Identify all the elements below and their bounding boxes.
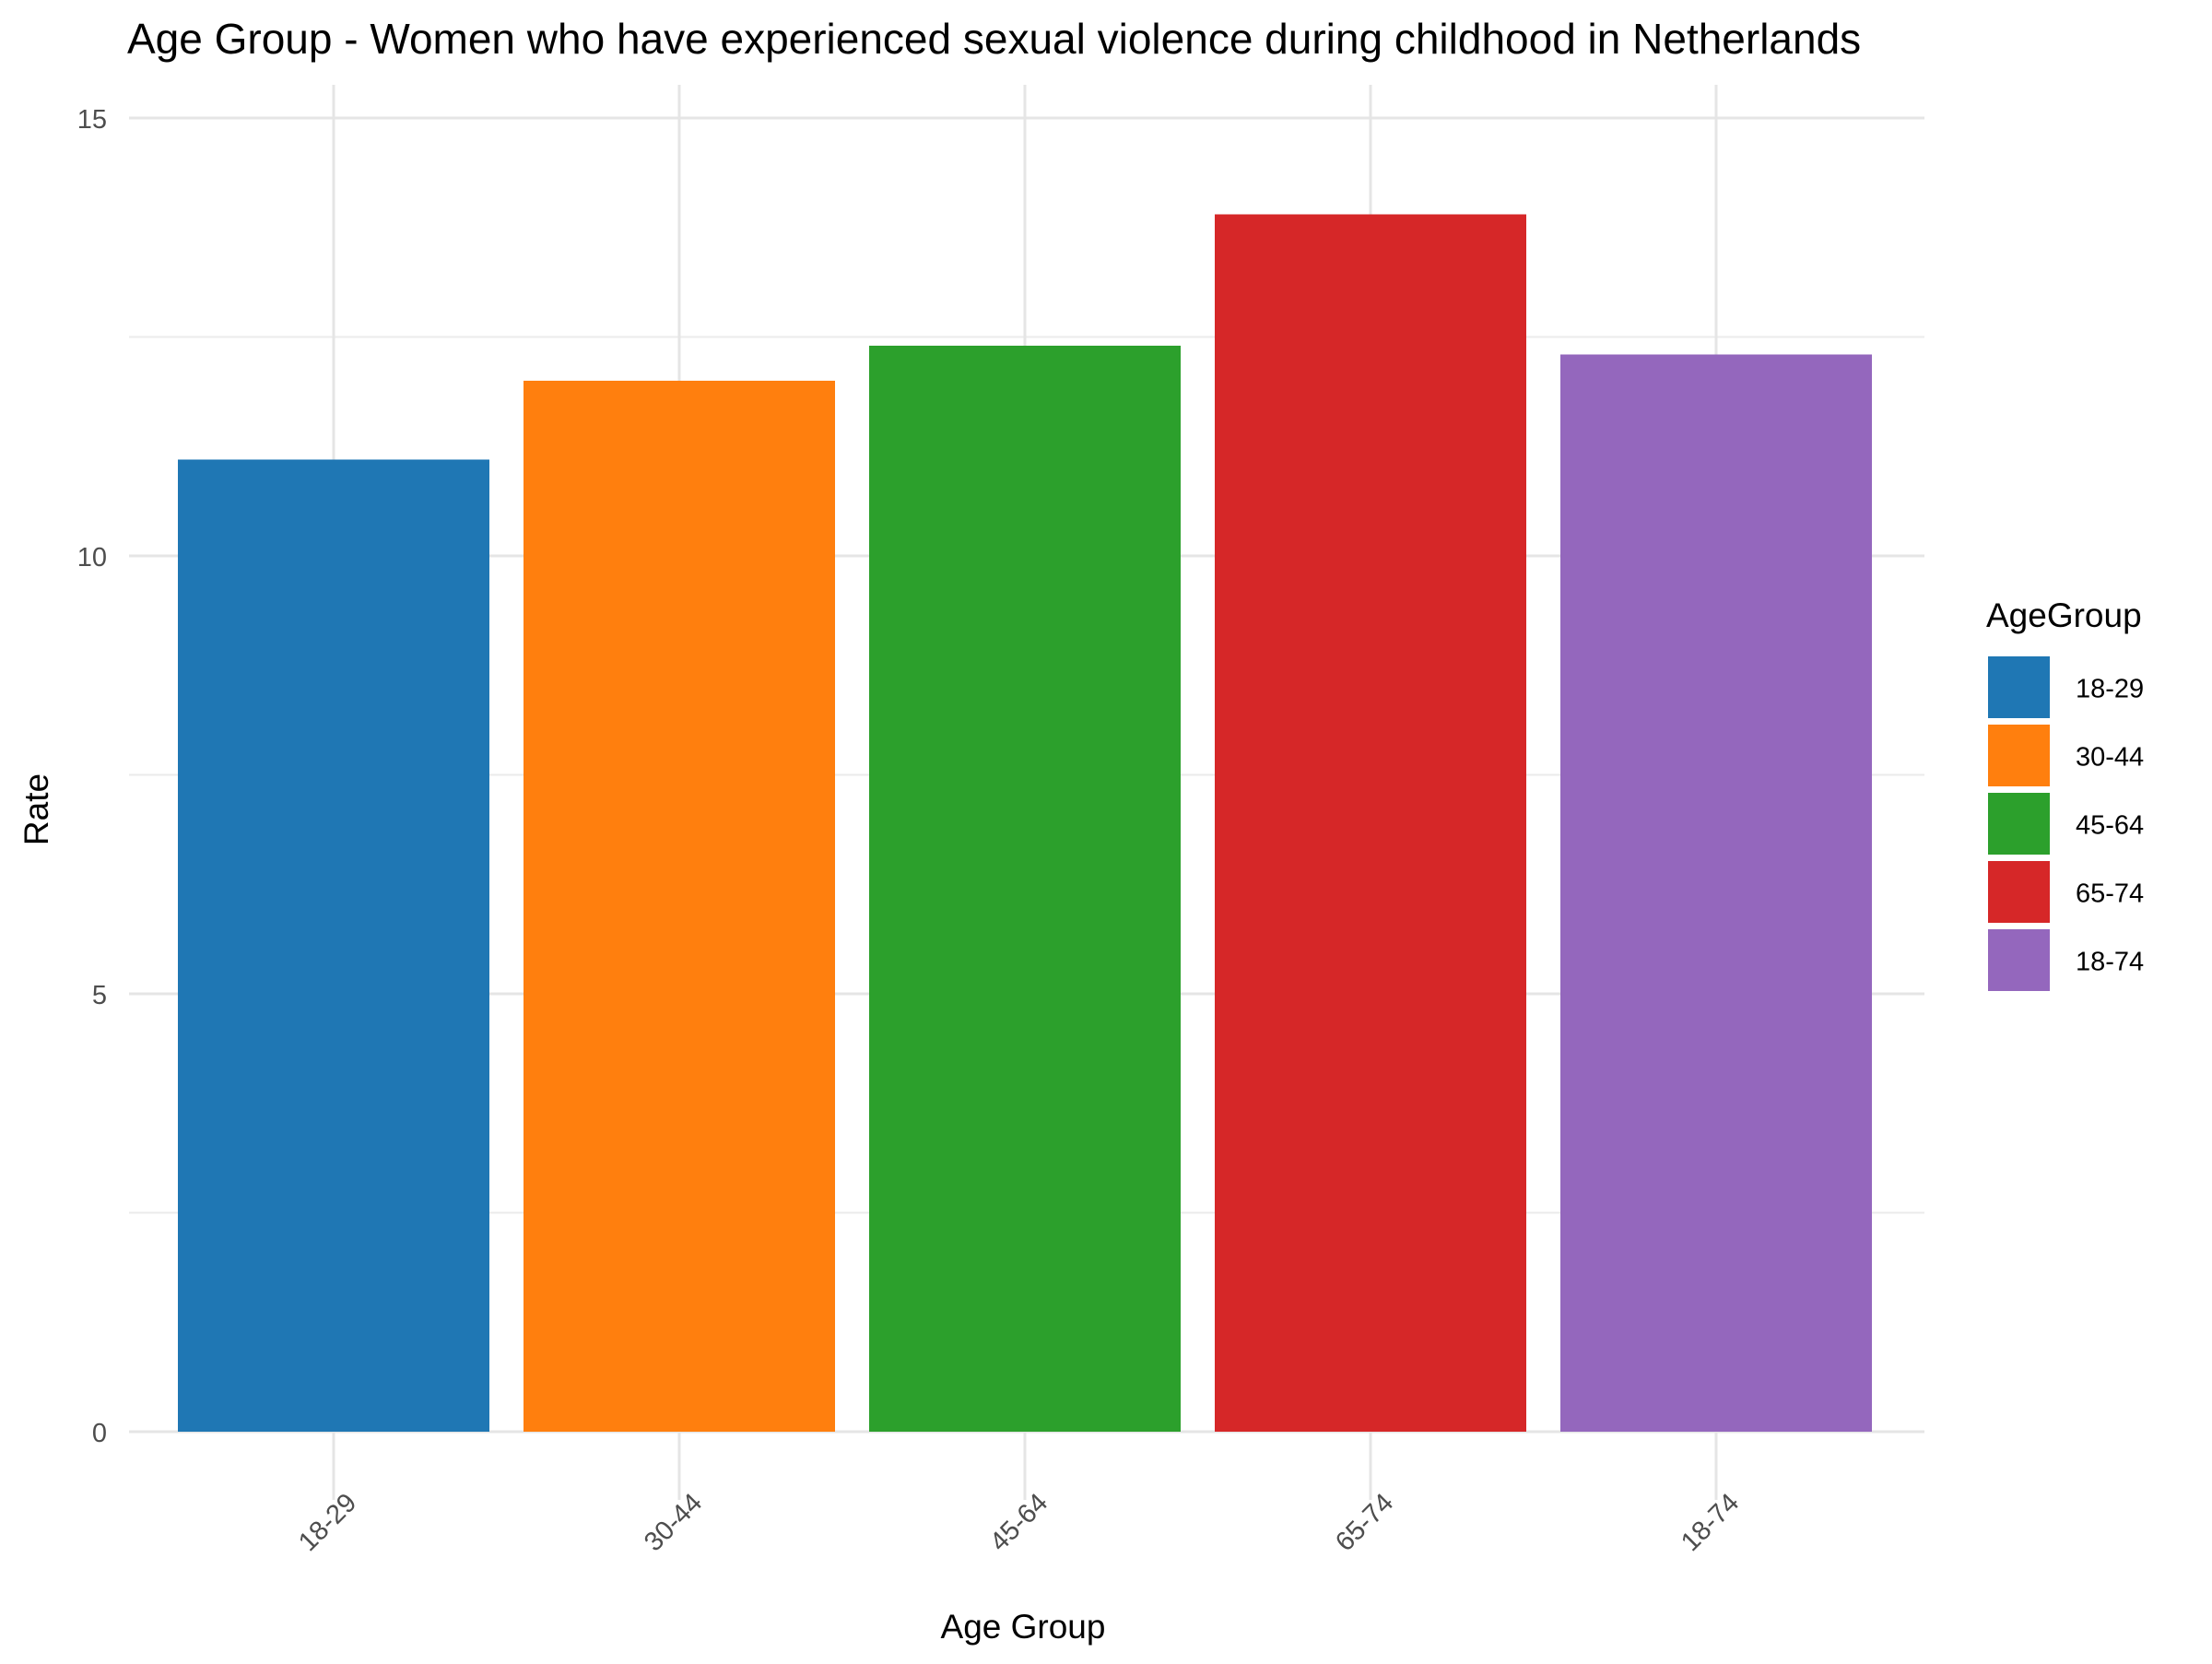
bar-45-64	[869, 346, 1181, 1432]
bar-18-29	[178, 459, 489, 1432]
legend-key	[1988, 725, 2050, 786]
legend-label: 18-74	[2076, 948, 2144, 977]
x-axis-title: Age Group	[941, 1608, 1106, 1646]
bar-65-74	[1215, 214, 1526, 1432]
legend-label: 65-74	[2076, 879, 2144, 909]
y-tick-label: 15	[77, 105, 107, 135]
y-tick-label: 10	[77, 543, 107, 572]
legend-label: 18-29	[2076, 675, 2144, 704]
bar-30-44	[524, 381, 835, 1432]
y-tick-label: 5	[92, 981, 107, 1010]
legend-key	[1988, 656, 2050, 718]
legend-label: 45-64	[2076, 811, 2144, 841]
legend-key	[1988, 929, 2050, 991]
legend-key	[1988, 793, 2050, 855]
y-tick-label: 0	[92, 1419, 107, 1448]
y-axis: 0 5 10 15	[77, 105, 107, 1448]
legend-key	[1988, 861, 2050, 923]
y-axis-title: Rate	[18, 773, 55, 845]
bar-18-74	[1560, 354, 1872, 1432]
legend-label: 30-44	[2076, 743, 2144, 773]
bars	[178, 214, 1872, 1432]
chart-title: Age Group - Women who have experienced s…	[127, 15, 1861, 63]
legend: AgeGroup 18-29 30-44 45-64 65-74 18-74	[1986, 596, 2144, 991]
legend-title: AgeGroup	[1986, 596, 2142, 634]
